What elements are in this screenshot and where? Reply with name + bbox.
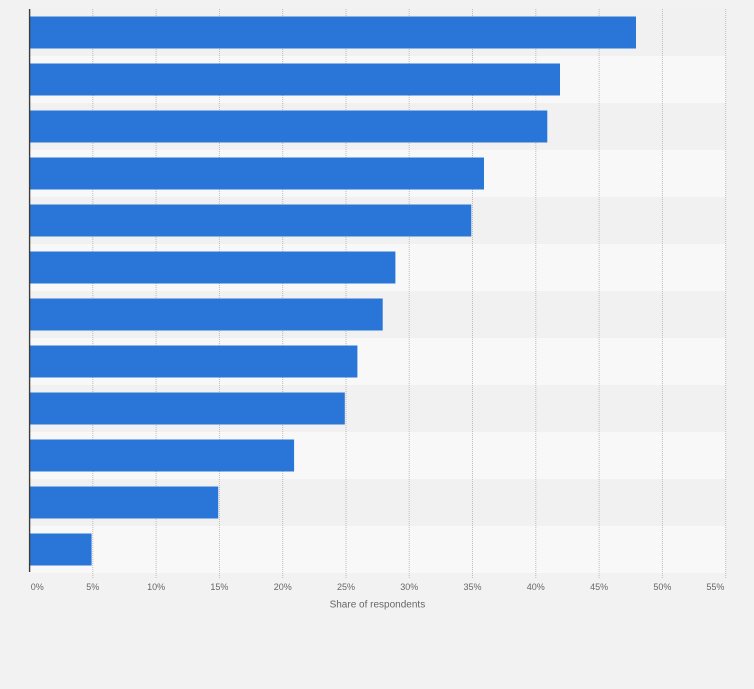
svg-text:5%: 5%	[86, 582, 99, 592]
svg-text:20%: 20%	[274, 582, 292, 592]
svg-text:40%: 40%	[527, 582, 545, 592]
svg-text:55%: 55%	[706, 582, 724, 592]
svg-text:15%: 15%	[210, 582, 228, 592]
svg-text:25%: 25%	[337, 582, 355, 592]
svg-text:Share of respondents: Share of respondents	[330, 600, 426, 611]
svg-text:35%: 35%	[463, 582, 481, 592]
svg-text:10%: 10%	[147, 582, 165, 592]
svg-text:30%: 30%	[400, 582, 418, 592]
svg-text:0%: 0%	[31, 582, 44, 592]
svg-text:50%: 50%	[653, 582, 671, 592]
svg-text:45%: 45%	[590, 582, 608, 592]
